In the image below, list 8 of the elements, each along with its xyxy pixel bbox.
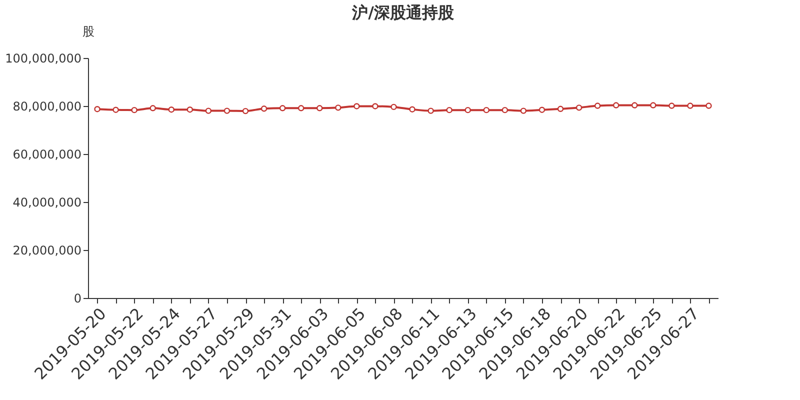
- y-tick-label: 0: [74, 292, 82, 306]
- y-tick-label: 100,000,000: [5, 52, 82, 66]
- y-tick-label: 40,000,000: [12, 196, 82, 210]
- y-axis-title: 股: [82, 24, 94, 38]
- chart-title: 沪/深股通持股: [351, 3, 455, 22]
- y-tick-label: 60,000,000: [12, 148, 82, 162]
- y-tick-label: 20,000,000: [12, 244, 82, 258]
- y-tick-label: 80,000,000: [12, 100, 82, 114]
